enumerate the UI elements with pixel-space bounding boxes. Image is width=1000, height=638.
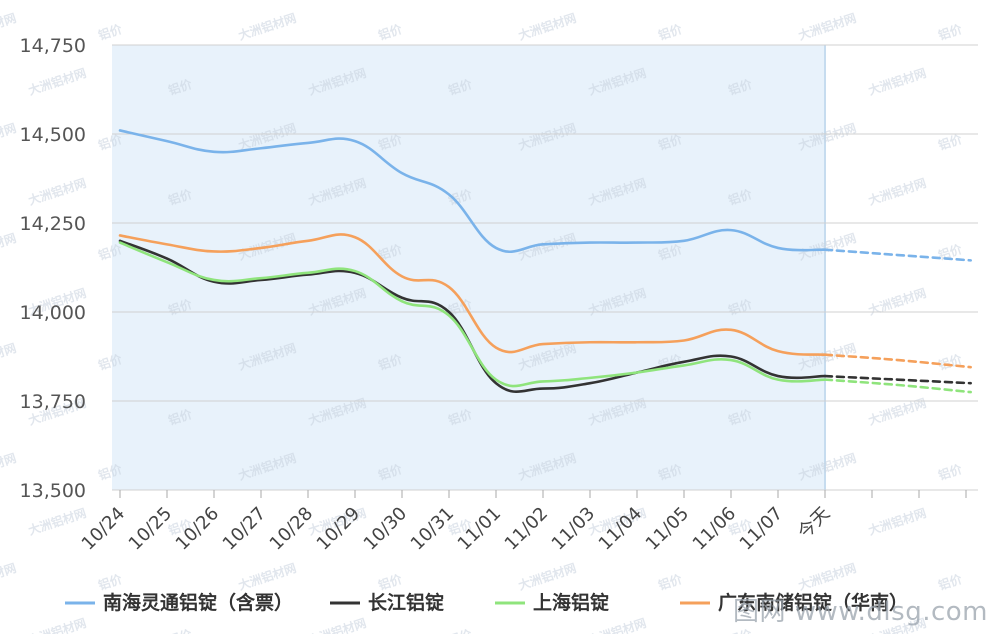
watermark-text: 大洲铝材网 (516, 560, 578, 593)
watermark-text: 铝价 (936, 351, 964, 373)
watermark-text: 大洲铝材网 (236, 10, 298, 43)
watermark-text: 铝价 (96, 131, 124, 153)
watermark-text: 铝价 (656, 131, 684, 153)
watermark-text: 铝价 (936, 131, 964, 153)
watermark-text: 大洲铝材网 (26, 615, 88, 634)
x-tick-label: 11/02 (501, 503, 553, 555)
watermark-text: 大洲铝材网 (866, 395, 928, 428)
watermark-text: 铝价 (446, 76, 474, 98)
watermark-text: 铝价 (656, 461, 684, 483)
watermark-text: 铝价 (166, 516, 194, 538)
watermark-text: 铝价 (656, 21, 684, 43)
watermark-text: 铝价 (726, 626, 754, 634)
watermark-text: 大洲铝材网 (0, 120, 18, 153)
watermark-text: 大洲铝材网 (866, 175, 928, 208)
watermark-text: 铝价 (376, 241, 404, 263)
x-tick-label: 今天 (794, 503, 834, 543)
x-tick-label: 10/24 (78, 503, 130, 555)
x-tick-label: 10/27 (219, 503, 271, 555)
watermark-text: 大洲铝材网 (0, 450, 18, 483)
series-forecast-line-3 (823, 353, 972, 369)
watermark-text: 铝价 (446, 406, 474, 428)
x-tick-label: 11/05 (642, 503, 694, 555)
watermark-text: 铝价 (96, 571, 124, 593)
watermark-text: 铝价 (726, 516, 754, 538)
watermark-text: 铝价 (446, 516, 474, 538)
y-tick-label: 13,750 (20, 391, 86, 413)
watermark-text: 大洲铝材网 (26, 65, 88, 98)
watermark-text: 大洲铝材网 (866, 505, 928, 538)
y-tick-label: 14,750 (20, 35, 86, 57)
watermark-text: 铝价 (446, 186, 474, 208)
watermark-text: 铝价 (166, 406, 194, 428)
watermark-text: 铝价 (726, 406, 754, 428)
series-forecast-line-1 (823, 374, 972, 385)
series-line-2 (118, 241, 827, 388)
series-line-3 (118, 233, 827, 357)
watermark-text: 大洲铝材网 (0, 10, 18, 43)
series-forecast-line-2 (823, 378, 972, 394)
watermark-text: 大洲铝材网 (236, 560, 298, 593)
series-line-0 (118, 129, 827, 254)
x-tick-label: 10/30 (360, 503, 412, 555)
watermark-text: 铝价 (96, 241, 124, 263)
watermark-text: 铝价 (936, 21, 964, 43)
y-tick-label: 13,500 (20, 480, 86, 502)
watermark-text: 铝价 (166, 76, 194, 98)
watermark-text: 铝价 (656, 571, 684, 593)
watermark-text: 铝价 (726, 76, 754, 98)
y-tick-label: 14,000 (20, 302, 86, 324)
watermark-text: 大洲铝材网 (516, 10, 578, 43)
watermark-text: 大洲铝材网 (26, 175, 88, 208)
watermark-text: 铝价 (376, 571, 404, 593)
watermark-text: 大洲铝材网 (866, 65, 928, 98)
watermark-text: 铝价 (936, 461, 964, 483)
watermark-text: 铝价 (446, 626, 474, 634)
watermark-text: 大洲铝材网 (586, 615, 648, 634)
watermark-text: 大洲铝材网 (306, 615, 368, 634)
watermark-text: 铝价 (656, 241, 684, 263)
watermark-text: 铝价 (166, 626, 194, 634)
watermark-text: 大洲铝材网 (866, 615, 928, 634)
watermark-text: 铝价 (96, 461, 124, 483)
watermark-text: 铝价 (96, 351, 124, 373)
history-band (112, 45, 825, 490)
watermark-text: 铝价 (726, 186, 754, 208)
y-tick-label: 14,500 (20, 124, 86, 146)
y-tick-label: 14,250 (20, 213, 86, 235)
legend-label-2: 上海铝锭 (533, 591, 609, 614)
watermark-text: 铝价 (376, 351, 404, 373)
legend-label-1: 长江铝锭 (368, 591, 444, 614)
series-forecast-line-0 (823, 248, 972, 262)
watermark-text: 大洲铝材网 (0, 230, 18, 263)
watermark-text: 大洲铝材网 (0, 560, 18, 593)
watermark-text: 铝价 (96, 21, 124, 43)
watermark-text: 铝价 (376, 461, 404, 483)
watermark-text: 铝价 (376, 131, 404, 153)
watermark-text: 大洲铝材网 (866, 285, 928, 318)
watermark-text: 大洲铝材网 (796, 560, 858, 593)
watermark-text: 铝价 (376, 21, 404, 43)
watermark-text: 大洲铝材网 (0, 340, 18, 373)
watermark-text: 大洲铝材网 (26, 505, 88, 538)
watermark-text: 铝价 (936, 241, 964, 263)
watermark-text: 大洲铝材网 (796, 10, 858, 43)
legend-label-3: 广东南储铝锭（华南） (718, 591, 908, 614)
legend-label-0: 南海灵通铝锭（含票） (103, 591, 293, 614)
watermark-text: 铝价 (166, 186, 194, 208)
watermark-text: 铝价 (936, 571, 964, 593)
